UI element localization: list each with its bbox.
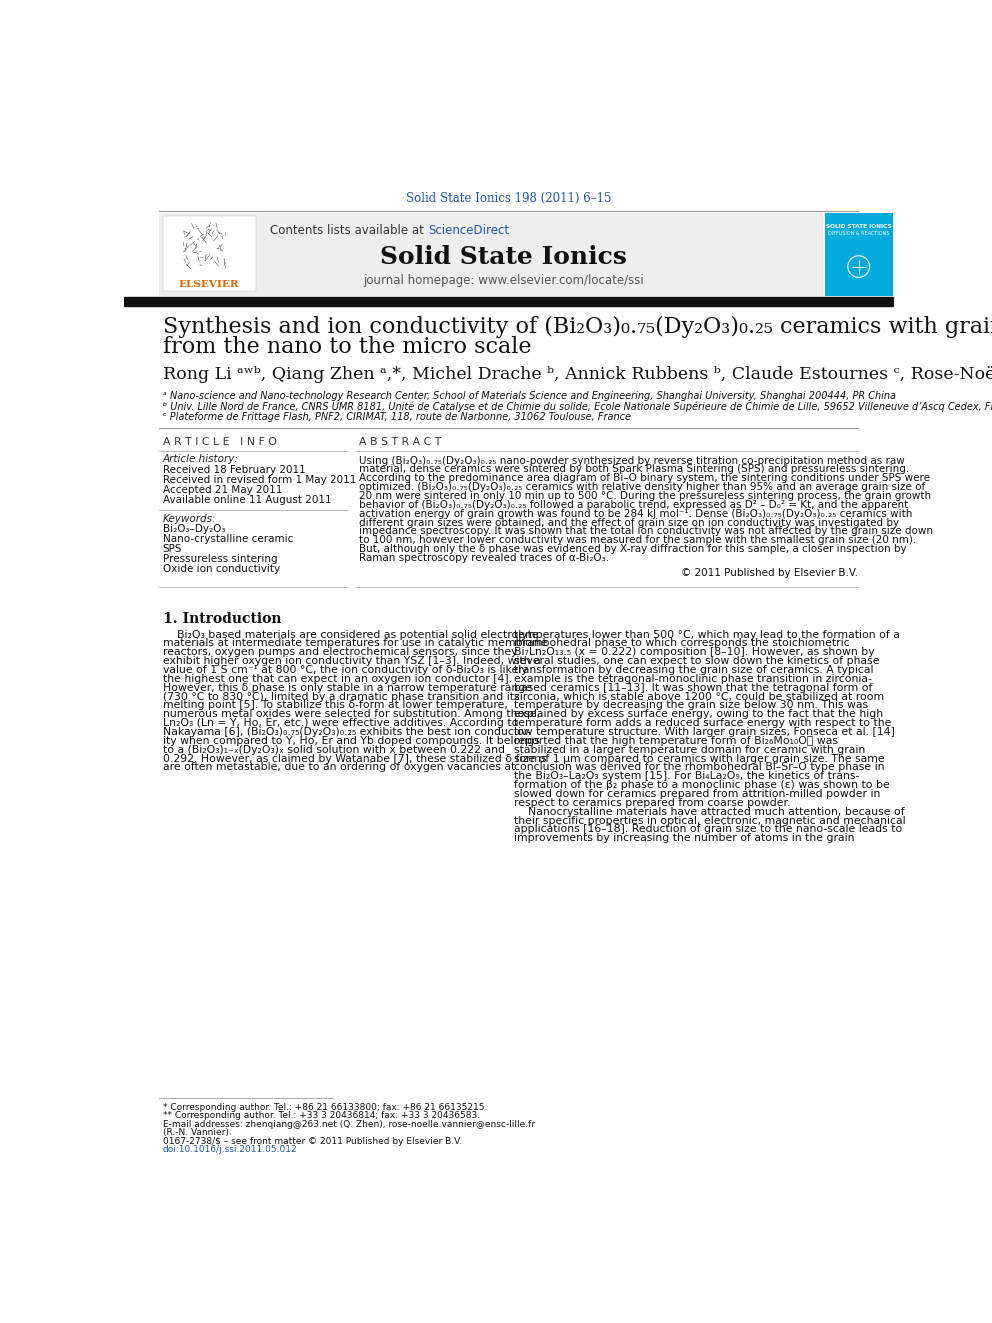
Text: rhombohedral phase to which corresponds the stoichiometric: rhombohedral phase to which corresponds … <box>514 639 849 648</box>
Text: ELSEVIER: ELSEVIER <box>179 279 239 288</box>
Text: doi:10.1016/j.ssi.2011.05.012: doi:10.1016/j.ssi.2011.05.012 <box>163 1146 298 1154</box>
Text: journal homepage: www.elsevier.com/locate/ssi: journal homepage: www.elsevier.com/locat… <box>363 274 644 287</box>
Text: Using (Bi₂O₃)₀.₇₅(Dy₂O₃)₀.₂₅ nano-powder synthesized by reverse titration co-pre: Using (Bi₂O₃)₀.₇₅(Dy₂O₃)₀.₂₅ nano-powder… <box>359 455 905 466</box>
Text: materials at intermediate temperatures for use in catalytic membrane: materials at intermediate temperatures f… <box>163 639 548 648</box>
Text: applications [16–18]. Reduction of grain size to the nano-scale leads to: applications [16–18]. Reduction of grain… <box>514 824 902 835</box>
Text: Nano-crystalline ceramic: Nano-crystalline ceramic <box>163 534 293 544</box>
Text: material, dense ceramics were sintered by both Spark Plasma Sintering (SPS) and : material, dense ceramics were sintered b… <box>359 464 909 475</box>
Text: activation energy of grain growth was found to be 284 kJ mol⁻¹. Dense (Bi₂O₃)₀.₇: activation energy of grain growth was fo… <box>359 509 913 519</box>
Text: to 100 nm, however lower conductivity was measured for the sample with the small: to 100 nm, however lower conductivity wa… <box>359 536 916 545</box>
Text: zirconia, which is stable above 1200 °C, could be stabilized at room: zirconia, which is stable above 1200 °C,… <box>514 692 884 701</box>
Text: reported that the high temperature form of Bi₂₆Mo₁₀O⁩ was: reported that the high temperature form … <box>514 736 838 746</box>
Text: ** Corresponding author. Tel.: +33 3 20436814; fax: +33 3 20436583.: ** Corresponding author. Tel.: +33 3 204… <box>163 1111 480 1121</box>
Text: several studies, one can expect to slow down the kinetics of phase: several studies, one can expect to slow … <box>514 656 879 667</box>
Text: impedance spectroscopy. It was shown that the total ion conductivity was not aff: impedance spectroscopy. It was shown tha… <box>359 527 932 536</box>
Text: their specific properties in optical, electronic, magnetic and mechanical: their specific properties in optical, el… <box>514 815 906 826</box>
Text: Bi₂O₃–Dy₂O₃: Bi₂O₃–Dy₂O₃ <box>163 524 225 534</box>
Text: © 2011 Published by Elsevier B.V.: © 2011 Published by Elsevier B.V. <box>681 568 858 578</box>
Text: formation of the β₂ phase to a monoclinic phase (ε) was shown to be: formation of the β₂ phase to a monoclini… <box>514 781 890 790</box>
Text: 0.292. However, as claimed by Watanabe [7], these stabilized δ forms: 0.292. However, as claimed by Watanabe [… <box>163 754 547 763</box>
Text: SPS: SPS <box>163 544 183 554</box>
Text: size of 1 μm compared to ceramics with larger grain size. The same: size of 1 μm compared to ceramics with l… <box>514 754 885 763</box>
Text: ᵇ Univ. Lille Nord de France, CNRS UMR 8181, Unité de Catalyse et de Chimie du s: ᵇ Univ. Lille Nord de France, CNRS UMR 8… <box>163 401 992 411</box>
Text: the highest one that can expect in an oxygen ion conductor [4].: the highest one that can expect in an ox… <box>163 673 512 684</box>
Text: A B S T R A C T: A B S T R A C T <box>359 437 441 447</box>
Text: ity when compared to Y, Ho, Er and Yb doped compounds. It belongs: ity when compared to Y, Ho, Er and Yb do… <box>163 736 540 746</box>
Text: Pressureless sintering: Pressureless sintering <box>163 554 278 564</box>
Text: Bi₇Ln₂O₁₃.₅ (x = 0.222) composition [8–10]. However, as shown by: Bi₇Ln₂O₁₃.₅ (x = 0.222) composition [8–1… <box>514 647 875 658</box>
Text: But, although only the δ phase was evidenced by X-ray diffraction for this sampl: But, although only the δ phase was evide… <box>359 544 907 554</box>
Text: (R.-N. Vannier).: (R.-N. Vannier). <box>163 1129 231 1138</box>
FancyBboxPatch shape <box>159 213 823 296</box>
Text: Nakayama [6], (Bi₂O₃)₀.₇₅(Dy₂O₃)₀.₂₅ exhibits the best ion conductiv-: Nakayama [6], (Bi₂O₃)₀.₇₅(Dy₂O₃)₀.₂₅ exh… <box>163 728 531 737</box>
Text: Oxide ion conductivity: Oxide ion conductivity <box>163 564 280 574</box>
Text: 20 nm were sintered in only 10 min up to 500 °C. During the pressureless sinteri: 20 nm were sintered in only 10 min up to… <box>359 491 930 501</box>
Text: improvements by increasing the number of atoms in the grain: improvements by increasing the number of… <box>514 833 854 843</box>
Text: Article history:: Article history: <box>163 454 239 464</box>
Text: the Bi₂O₃–La₂O₃ system [15]. For Bi₄La₂O₉, the kinetics of trans-: the Bi₂O₃–La₂O₃ system [15]. For Bi₄La₂O… <box>514 771 859 782</box>
Text: different grain sizes were obtained, and the effect of grain size on ion conduct: different grain sizes were obtained, and… <box>359 517 899 528</box>
Text: transformation by decreasing the grain size of ceramics. A typical: transformation by decreasing the grain s… <box>514 665 873 675</box>
Text: ᵃ Nano-science and Nano-technology Research Center, School of Materials Science : ᵃ Nano-science and Nano-technology Resea… <box>163 390 896 401</box>
Text: Accepted 21 May 2011: Accepted 21 May 2011 <box>163 484 282 495</box>
Text: low temperature structure. With larger grain sizes, Fonseca et al. [14]: low temperature structure. With larger g… <box>514 728 895 737</box>
Text: * Corresponding author. Tel.: +86 21 66133800; fax: +86 21 66135215.: * Corresponding author. Tel.: +86 21 661… <box>163 1103 487 1111</box>
Text: stabilized in a larger temperature domain for ceramic with grain: stabilized in a larger temperature domai… <box>514 745 865 754</box>
Text: explained by excess surface energy, owing to the fact that the high: explained by excess surface energy, owin… <box>514 709 883 720</box>
Text: temperature by decreasing the grain size below 30 nm. This was: temperature by decreasing the grain size… <box>514 700 868 710</box>
Text: Contents lists available at: Contents lists available at <box>270 224 428 237</box>
Text: Synthesis and ion conductivity of (Bi₂O₃)₀.₇₅(Dy₂O₃)₀.₂₅ ceramics with grain siz: Synthesis and ion conductivity of (Bi₂O₃… <box>163 316 992 337</box>
Text: A R T I C L E   I N F O: A R T I C L E I N F O <box>163 437 277 447</box>
Text: ᶜ Plateforme de Frittage Flash, PNF2, CIRIMAT, 118, route de Narbonne, 31062 Tou: ᶜ Plateforme de Frittage Flash, PNF2, CI… <box>163 413 631 422</box>
Text: Raman spectroscopy revealed traces of α-Bi₂O₃.: Raman spectroscopy revealed traces of α-… <box>359 553 609 564</box>
Text: value of 1 S cm⁻¹ at 800 °C, the ion conductivity of δ-Bi₂O₃ is likely: value of 1 S cm⁻¹ at 800 °C, the ion con… <box>163 665 528 675</box>
Text: respect to ceramics prepared from coarse powder.: respect to ceramics prepared from coarse… <box>514 798 791 808</box>
Text: Nanocrystalline materials have attracted much attention, because of: Nanocrystalline materials have attracted… <box>514 807 905 816</box>
Text: However, this δ phase is only stable in a narrow temperature range: However, this δ phase is only stable in … <box>163 683 532 693</box>
Text: Received in revised form 1 May 2011: Received in revised form 1 May 2011 <box>163 475 356 484</box>
Text: conclusion was derived for the rhombohedral Bi–Sr–O type phase in: conclusion was derived for the rhombohed… <box>514 762 884 773</box>
Text: Solid State Ionics 198 (2011) 6–15: Solid State Ionics 198 (2011) 6–15 <box>406 192 611 205</box>
Text: (730 °C to 830 °C), limited by a dramatic phase transition and its: (730 °C to 830 °C), limited by a dramati… <box>163 692 520 701</box>
Text: to a (Bi₂O₃)₁₋ₓ(Dy₂O₃)ₓ solid solution with x between 0.222 and: to a (Bi₂O₃)₁₋ₓ(Dy₂O₃)ₓ solid solution w… <box>163 745 505 754</box>
Text: E-mail addresses: zhenqiang@263.net (Q. Zhen), rose-noelle.vannier@ensc-lille.fr: E-mail addresses: zhenqiang@263.net (Q. … <box>163 1119 535 1129</box>
Text: based ceramics [11–13]. It was shown that the tetragonal form of: based ceramics [11–13]. It was shown tha… <box>514 683 872 693</box>
Text: Available online 11 August 2011: Available online 11 August 2011 <box>163 495 331 505</box>
Text: 1. Introduction: 1. Introduction <box>163 613 282 626</box>
Text: 0167-2738/$ – see front matter © 2011 Published by Elsevier B.V.: 0167-2738/$ – see front matter © 2011 Pu… <box>163 1136 461 1146</box>
Text: are often metastable, due to an ordering of oxygen vacancies at: are often metastable, due to an ordering… <box>163 762 515 773</box>
Text: Solid State Ionics: Solid State Ionics <box>380 245 627 269</box>
Text: Bi₂O₃ based materials are considered as potential solid electrolyte: Bi₂O₃ based materials are considered as … <box>163 630 539 639</box>
Text: According to the predominance area diagram of Bi–O binary system, the sintering : According to the predominance area diagr… <box>359 474 930 483</box>
FancyBboxPatch shape <box>824 213 893 296</box>
Text: temperatures lower than 500 °C, which may lead to the formation of a: temperatures lower than 500 °C, which ma… <box>514 630 900 639</box>
Text: ScienceDirect: ScienceDirect <box>428 224 509 237</box>
Text: Rong Li ᵃʷᵇ, Qiang Zhen ᵃ,*, Michel Drache ᵇ, Annick Rubbens ᵇ, Claude Estournes: Rong Li ᵃʷᵇ, Qiang Zhen ᵃ,*, Michel Drac… <box>163 366 992 382</box>
Text: Received 18 February 2011: Received 18 February 2011 <box>163 464 306 475</box>
Bar <box>163 216 256 291</box>
Text: numerous metal oxides were selected for substitution. Among these,: numerous metal oxides were selected for … <box>163 709 540 720</box>
Text: slowed down for ceramics prepared from attrition-milled powder in: slowed down for ceramics prepared from a… <box>514 789 880 799</box>
Text: optimized. (Bi₂O₃)₀.₇₅(Dy₂O₃)₀.₂₅ ceramics with relative density higher than 95%: optimized. (Bi₂O₃)₀.₇₅(Dy₂O₃)₀.₂₅ cerami… <box>359 482 926 492</box>
Text: melting point [5]. To stabilize this δ-form at lower temperature,: melting point [5]. To stabilize this δ-f… <box>163 700 508 710</box>
Text: temperature form adds a reduced surface energy with respect to the: temperature form adds a reduced surface … <box>514 718 891 728</box>
Text: reactors, oxygen pumps and electrochemical sensors, since they: reactors, oxygen pumps and electrochemic… <box>163 647 517 658</box>
Text: SOLID STATE IONICS: SOLID STATE IONICS <box>826 224 892 229</box>
Text: example is the tetragonal-monoclinic phase transition in zirconia-: example is the tetragonal-monoclinic pha… <box>514 673 872 684</box>
Text: DIFFUSION & REACTIONS: DIFFUSION & REACTIONS <box>828 232 890 235</box>
Text: Ln₂O₃ (Ln = Y, Ho, Er, etc.) were effective additives. According to: Ln₂O₃ (Ln = Y, Ho, Er, etc.) were effect… <box>163 718 518 728</box>
Text: from the nano to the micro scale: from the nano to the micro scale <box>163 336 532 359</box>
Text: exhibit higher oxygen ion conductivity than YSZ [1–3]. Indeed, with a: exhibit higher oxygen ion conductivity t… <box>163 656 541 667</box>
Text: Keywords:: Keywords: <box>163 515 216 524</box>
Text: behavior of (Bi₂O₃)₀.₇₅(Dy₂O₃)₀.₂₅ followed a parabolic trend, expressed as D² –: behavior of (Bi₂O₃)₀.₇₅(Dy₂O₃)₀.₂₅ follo… <box>359 500 908 509</box>
